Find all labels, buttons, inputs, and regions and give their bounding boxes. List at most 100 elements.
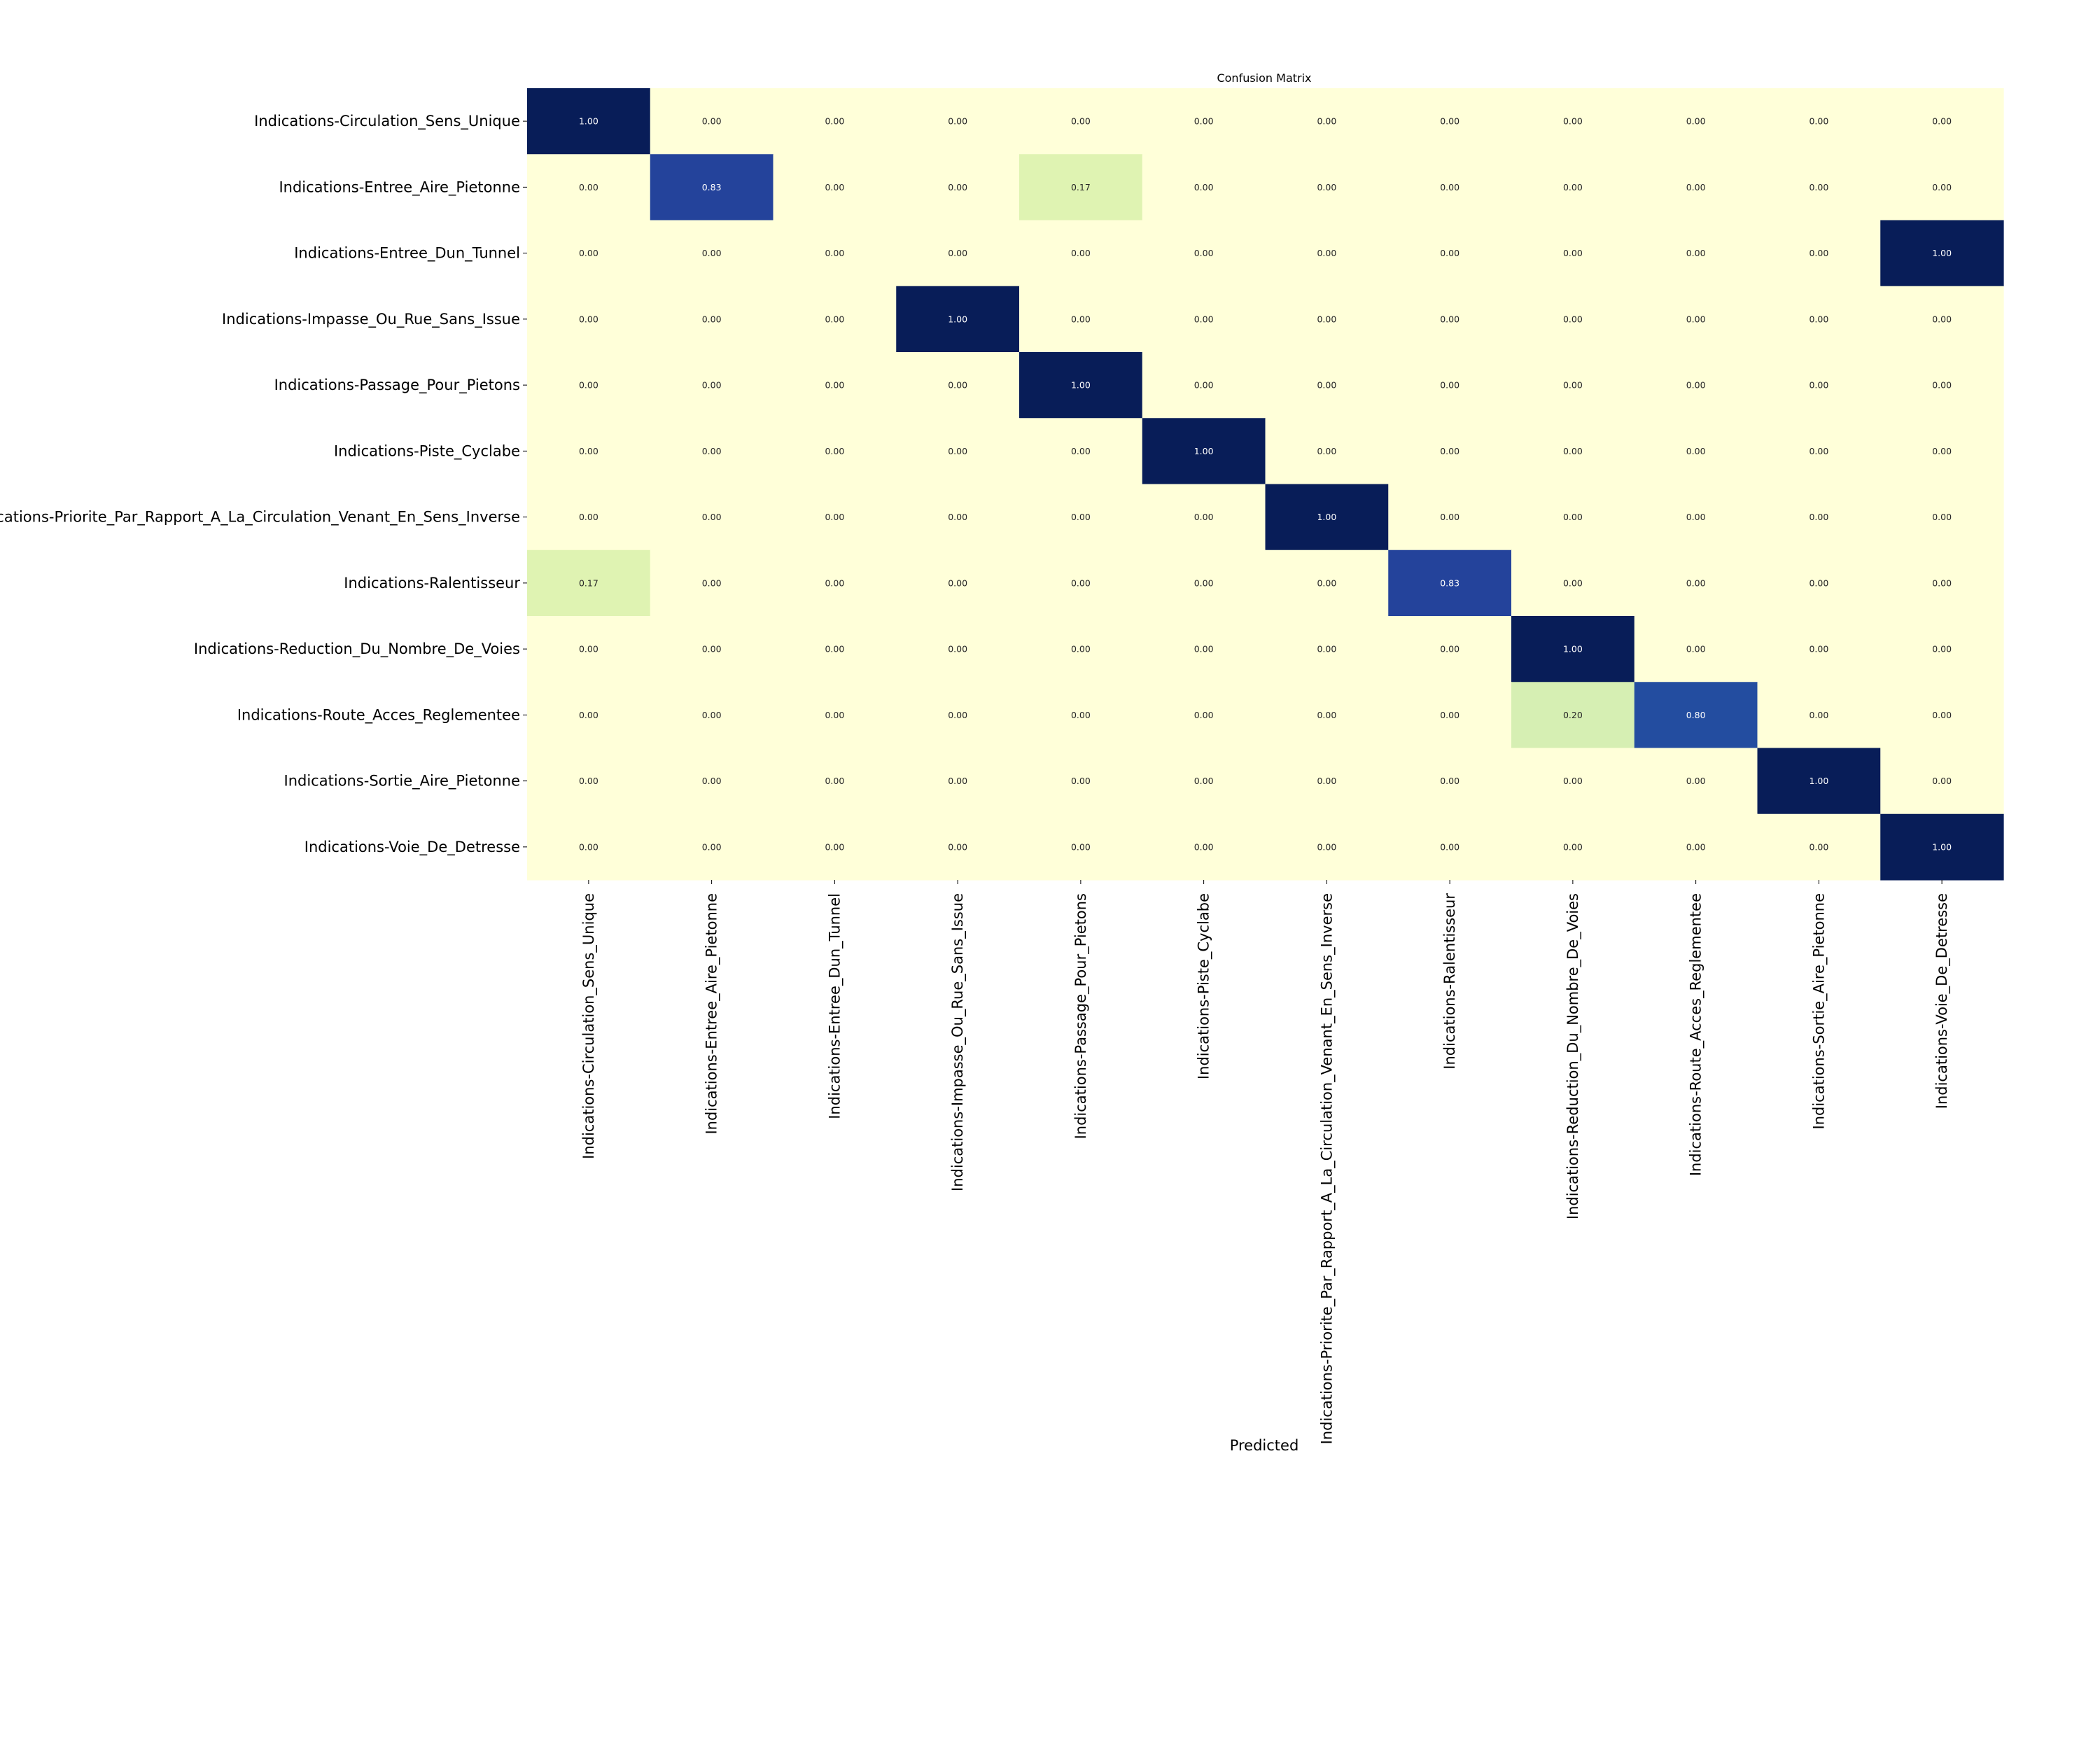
heatmap-cell xyxy=(1880,220,2004,287)
heatmap-cell xyxy=(1265,682,1389,749)
heatmap-cell xyxy=(896,550,1020,617)
cell-value-label: 0.00 xyxy=(702,248,722,258)
cell-value-label: 0.00 xyxy=(1194,248,1214,258)
heatmap-cell xyxy=(896,484,1020,551)
heatmap-cell xyxy=(1634,286,1758,353)
heatmap-cell xyxy=(1634,550,1758,617)
cell-value-label: 0.00 xyxy=(1194,644,1214,654)
heatmap-cell xyxy=(1265,550,1389,617)
cell-value-label: 0.00 xyxy=(1563,578,1583,588)
heatmap-cell xyxy=(1511,286,1635,353)
cell-value-label: 0.00 xyxy=(579,380,598,391)
cell-value-label: 0.00 xyxy=(825,314,844,324)
cell-value-label: 0.00 xyxy=(1071,248,1091,258)
heatmap-cell xyxy=(773,616,897,682)
cell-value-label: 0.00 xyxy=(579,248,598,258)
cell-value-label: 0.00 xyxy=(1194,182,1214,192)
cell-value-label: 0.00 xyxy=(1563,446,1583,456)
heatmap-cell xyxy=(1757,813,1881,881)
cell-value-label: 0.00 xyxy=(702,644,722,654)
heatmap-cell xyxy=(1142,682,1266,749)
heatmap-cell xyxy=(896,286,1020,353)
cell-value-label: 0.00 xyxy=(1071,841,1091,852)
cell-value-label: 0.00 xyxy=(1932,116,1952,127)
heatmap-cell xyxy=(1880,682,2004,749)
cell-value-label: 0.00 xyxy=(1686,182,1706,192)
heatmap-cell xyxy=(527,88,651,155)
cell-value-label: 1.00 xyxy=(1071,380,1091,391)
heatmap-cell xyxy=(1634,682,1758,749)
cell-value-label: 0.00 xyxy=(1686,248,1706,258)
heatmap-cell xyxy=(527,616,651,682)
heatmap-cell xyxy=(1757,682,1881,749)
heatmap-cell xyxy=(1757,286,1881,353)
cell-value-label: 1.00 xyxy=(1317,512,1336,522)
column-label: Indications-Entree_Aire_Pietonne xyxy=(704,893,721,1135)
heatmap-cell xyxy=(1511,484,1635,551)
row-label: Indications-Piste_Cyclabe xyxy=(334,442,520,460)
heatmap-cell xyxy=(1019,286,1143,353)
row-label: Indications-Entree_Dun_Tunnel xyxy=(294,245,520,262)
cell-value-label: 0.00 xyxy=(1071,446,1091,456)
cell-value-label: 0.00 xyxy=(1563,182,1583,192)
heatmap-cell xyxy=(1388,748,1512,815)
cell-value-label: 0.00 xyxy=(948,578,967,588)
heatmap-cell xyxy=(650,813,774,881)
cell-value-label: 0.00 xyxy=(825,446,844,456)
heatmap-cell xyxy=(1511,418,1635,485)
cell-value-label: 1.00 xyxy=(948,314,967,324)
heatmap-cell xyxy=(1880,616,2004,682)
heatmap-cell xyxy=(527,484,651,551)
cell-value-label: 0.00 xyxy=(948,776,967,786)
cell-value-label: 1.00 xyxy=(1932,248,1952,258)
heatmap-cell xyxy=(1019,352,1143,419)
heatmap-cell xyxy=(650,682,774,749)
cell-value-label: 0.00 xyxy=(948,710,967,720)
cell-value-label: 0.00 xyxy=(1809,710,1828,720)
column-label: Indications-Impasse_Ou_Rue_Sans_Issue xyxy=(949,893,967,1191)
cell-value-label: 0.00 xyxy=(948,841,967,852)
heatmap-cell xyxy=(1757,418,1881,485)
cell-value-label: 0.00 xyxy=(702,776,722,786)
heatmap-cell xyxy=(1019,484,1143,551)
heatmap-cell xyxy=(773,484,897,551)
cell-value-label: 0.00 xyxy=(1317,644,1336,654)
heatmap-cell xyxy=(1511,154,1635,221)
cell-value-label: 0.00 xyxy=(1317,446,1336,456)
heatmap-cell xyxy=(1142,616,1266,682)
cell-value-label: 0.00 xyxy=(1317,841,1336,852)
heatmap-cell xyxy=(1265,286,1389,353)
row-label: Indications-Route_Acces_Reglementee xyxy=(237,706,520,724)
cell-value-label: 0.00 xyxy=(1809,116,1828,127)
heatmap-cell xyxy=(1634,88,1758,155)
cell-value-label: 0.00 xyxy=(1071,512,1091,522)
column-label: Indications-Passage_Pour_Pietons xyxy=(1072,893,1090,1139)
cell-value-label: 0.00 xyxy=(579,182,598,192)
heatmap-cell xyxy=(1142,286,1266,353)
cell-value-label: 0.00 xyxy=(1563,380,1583,391)
heatmap-cell xyxy=(1388,813,1512,881)
cell-value-label: 0.00 xyxy=(825,578,844,588)
heatmap-cell xyxy=(1019,550,1143,617)
cell-value-label: 0.17 xyxy=(579,578,598,588)
heatmap-cell xyxy=(1388,220,1512,287)
heatmap-cell xyxy=(1019,748,1143,815)
cell-value-label: 0.00 xyxy=(1440,644,1460,654)
cell-value-label: 0.00 xyxy=(1932,710,1952,720)
cell-value-label: 0.00 xyxy=(1809,578,1828,588)
heatmap-cell xyxy=(650,352,774,419)
cell-value-label: 0.20 xyxy=(1563,710,1583,720)
cell-value-label: 0.00 xyxy=(1194,380,1214,391)
cell-value-label: 0.00 xyxy=(1932,644,1952,654)
heatmap-cell xyxy=(773,220,897,287)
heatmap-cell xyxy=(896,418,1020,485)
heatmap-cell xyxy=(1142,748,1266,815)
cell-value-label: 0.00 xyxy=(702,578,722,588)
heatmap-cell xyxy=(650,550,774,617)
cell-value-label: 0.00 xyxy=(702,380,722,391)
heatmap-cell xyxy=(1265,616,1389,682)
cell-value-label: 0.00 xyxy=(1809,182,1828,192)
cell-value-label: 0.00 xyxy=(1317,578,1336,588)
heatmap-cell xyxy=(1388,418,1512,485)
column-label: Indications-Reduction_Du_Nombre_De_Voies xyxy=(1564,893,1582,1219)
